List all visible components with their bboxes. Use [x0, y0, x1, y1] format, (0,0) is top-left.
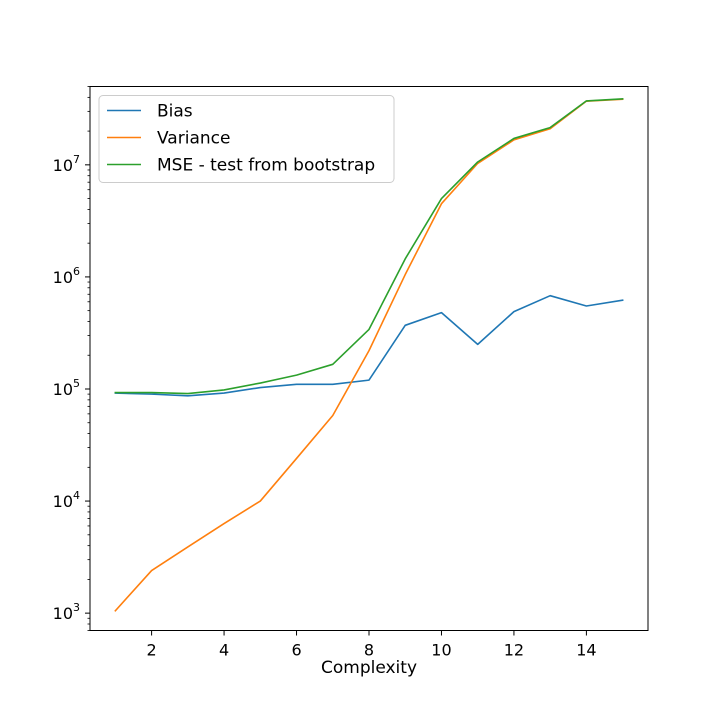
y-tick-label: 104	[53, 489, 80, 511]
x-tick-label: 10	[431, 641, 451, 660]
series-line-bias	[114, 294, 624, 397]
legend-label: Variance	[157, 129, 230, 149]
legend-box	[98, 95, 395, 183]
x-tick-label: 14	[576, 641, 596, 660]
plot-lines	[114, 97, 624, 612]
legend: Bias Variance MSE - test from bootstrap	[98, 95, 395, 183]
legend-label: MSE - test from bootstrap	[157, 156, 375, 176]
y-tick-exponent: 3	[73, 601, 80, 614]
y-tick-label: 103	[53, 601, 80, 623]
x-tick-label: 8	[364, 641, 374, 660]
x-tick-label: 2	[147, 641, 157, 660]
y-tick-base: 10	[53, 492, 73, 511]
y-tick-base: 10	[53, 268, 73, 287]
x-axis: 2 4 6 8 10 12 14	[147, 630, 597, 660]
legend-label: Bias	[157, 102, 193, 122]
y-tick-exponent: 5	[73, 377, 80, 390]
y-tick-label: 105	[53, 377, 80, 399]
y-tick-exponent: 4	[73, 489, 80, 502]
series-line-variance	[114, 98, 624, 612]
x-tick-label: 12	[504, 641, 524, 660]
y-tick-exponent: 6	[73, 265, 80, 278]
y-tick-exponent: 7	[73, 153, 80, 166]
y-tick-label: 107	[53, 153, 80, 175]
y-tick-base: 10	[53, 380, 73, 399]
x-tick-label: 4	[219, 641, 229, 660]
x-axis-title: Complexity	[321, 658, 417, 678]
series-line-mse-test-from-bootstrap	[114, 97, 624, 395]
y-tick-label: 106	[53, 265, 80, 287]
y-tick-base: 10	[53, 604, 73, 623]
x-tick-label: 6	[291, 641, 301, 660]
y-tick-base: 10	[53, 156, 73, 175]
